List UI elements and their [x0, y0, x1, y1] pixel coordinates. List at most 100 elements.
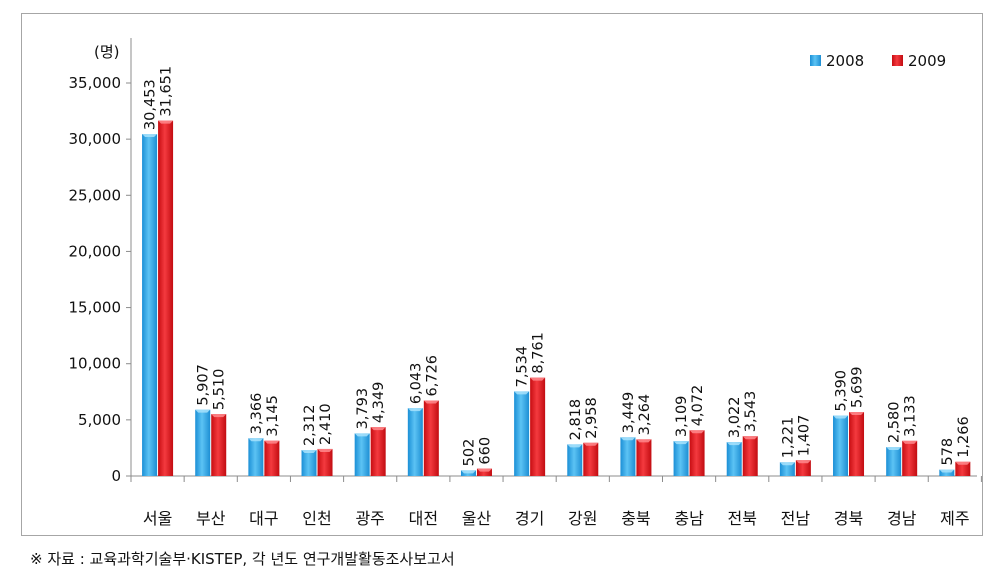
value-label-2009: 3,264: [637, 394, 653, 436]
value-label-2009: 5,699: [850, 366, 866, 408]
value-label-2008: 3,449: [621, 392, 637, 434]
bar-cap: [460, 470, 476, 474]
x-tick-label: 강원: [568, 509, 597, 528]
bar-2009: [795, 460, 811, 476]
bar-2008: [673, 441, 689, 476]
bar-cap: [354, 433, 370, 437]
y-tick-label: 0: [111, 467, 121, 485]
bar-2009: [317, 448, 333, 476]
value-label-2008: 6,043: [408, 363, 424, 405]
bar-2008: [939, 469, 955, 476]
value-label-2008: 2,312: [302, 405, 318, 447]
bar-2009: [211, 414, 227, 476]
bar-2008: [142, 134, 158, 476]
y-tick-label: 20,000: [69, 242, 122, 260]
value-label-2008: 3,793: [355, 388, 371, 430]
value-label-2009: 3,133: [903, 395, 919, 437]
y-tick-label: 10,000: [69, 355, 122, 373]
bar-2008: [248, 438, 264, 476]
chart-frame: 0 5,000 10,000 15,000 20,000 25,000 30,000 35,0…: [21, 13, 983, 536]
value-label-2009: 2,958: [584, 397, 600, 439]
bar-cap: [886, 447, 902, 451]
bar-cap: [689, 430, 705, 434]
bar-2009: [370, 427, 386, 476]
x-tick-label: 대구: [249, 509, 278, 528]
value-labels: 30,453 5,907 3,366 2,312 3,793 6,043 502 7,534 2…: [143, 66, 972, 467]
bar-2008: [195, 409, 211, 476]
bar-cap: [317, 448, 333, 452]
bar-cap: [636, 439, 652, 443]
value-label-2008: 2,580: [887, 402, 903, 444]
bar-2008: [354, 433, 370, 476]
bar-2008: [567, 444, 583, 476]
source-note: ※ 자료 : 교육과학기술부·KISTEP, 각 년도 연구개발활동조사보고서: [30, 550, 455, 568]
bar-2008: [886, 447, 902, 476]
value-label-2009: 4,072: [690, 385, 706, 427]
legend-swatch-2009: [892, 55, 903, 66]
value-label-2008: 30,453: [143, 79, 159, 130]
bar-cap: [407, 408, 423, 412]
x-tick-label: 제주: [940, 509, 969, 528]
bar-cap: [514, 391, 530, 395]
x-tick-label: 울산: [462, 509, 492, 528]
value-label-2009: 8,761: [531, 332, 547, 374]
x-tick-label: 전남: [781, 509, 811, 528]
value-label-2009: 2,410: [318, 403, 334, 445]
legend-swatch-2008: [810, 55, 821, 66]
bar-2009: [902, 440, 918, 476]
value-label-2009: 6,726: [424, 355, 440, 397]
legend-label-2008: 2008: [826, 52, 864, 70]
bar-2008: [620, 437, 636, 476]
y-tick-label: 30,000: [69, 130, 122, 148]
value-label-2008: 5,907: [196, 364, 212, 406]
x-tick-label: 경남: [887, 509, 917, 528]
value-label-2008: 2,818: [568, 399, 584, 441]
bar-cap: [583, 442, 599, 446]
bar-cap: [567, 444, 583, 448]
bar-cap: [939, 469, 955, 473]
value-label-2008: 578: [940, 438, 956, 466]
x-tick-label: 서울: [143, 509, 172, 528]
bar-cap: [902, 440, 918, 444]
bar-2009: [476, 468, 492, 476]
value-label-2009: 1,407: [796, 415, 812, 457]
value-label-2009: 660: [477, 437, 493, 465]
value-label-2008: 502: [461, 439, 477, 467]
bar-2008: [407, 408, 423, 476]
bar-2009: [158, 120, 174, 476]
bar-cap: [955, 461, 971, 465]
x-tick-label: 충남: [674, 509, 704, 528]
y-tick-label: 25,000: [69, 186, 122, 204]
value-label-2009: 1,266: [956, 416, 972, 458]
value-label-2009: 31,651: [159, 66, 175, 117]
bar-2009: [689, 430, 705, 476]
bar-2009: [636, 439, 652, 476]
bar-cap: [370, 427, 386, 431]
value-label-2008: 3,366: [249, 393, 265, 435]
bar-cap: [833, 415, 849, 419]
x-tick-label: 경북: [834, 509, 863, 528]
bar-2008: [514, 391, 530, 476]
x-tick-label: 전북: [727, 509, 756, 528]
bar-2009: [264, 440, 280, 476]
bar-cap: [673, 441, 689, 445]
bar-2008: [779, 462, 795, 476]
bar-2009: [742, 436, 758, 476]
bar-cap: [211, 414, 227, 418]
value-label-2008: 1,221: [780, 417, 796, 459]
bar-cap: [620, 437, 636, 441]
bar-cap: [301, 450, 317, 454]
bar-2009: [423, 400, 439, 476]
bar-cap: [195, 409, 211, 413]
axes: 0 5,000 10,000 15,000 20,000 25,000 30,000 35,0…: [69, 38, 982, 528]
x-tick-label: 충북: [621, 509, 650, 528]
bar-cap: [264, 440, 280, 444]
bars: [142, 120, 971, 476]
bar-cap: [158, 120, 174, 124]
value-label-2009: 3,145: [265, 395, 281, 437]
value-label-2008: 3,109: [674, 396, 690, 438]
value-label-2008: 7,534: [515, 346, 531, 388]
bar-2008: [301, 450, 317, 476]
x-tick-label: 대전: [409, 509, 438, 528]
x-tick-label: 광주: [355, 509, 384, 528]
